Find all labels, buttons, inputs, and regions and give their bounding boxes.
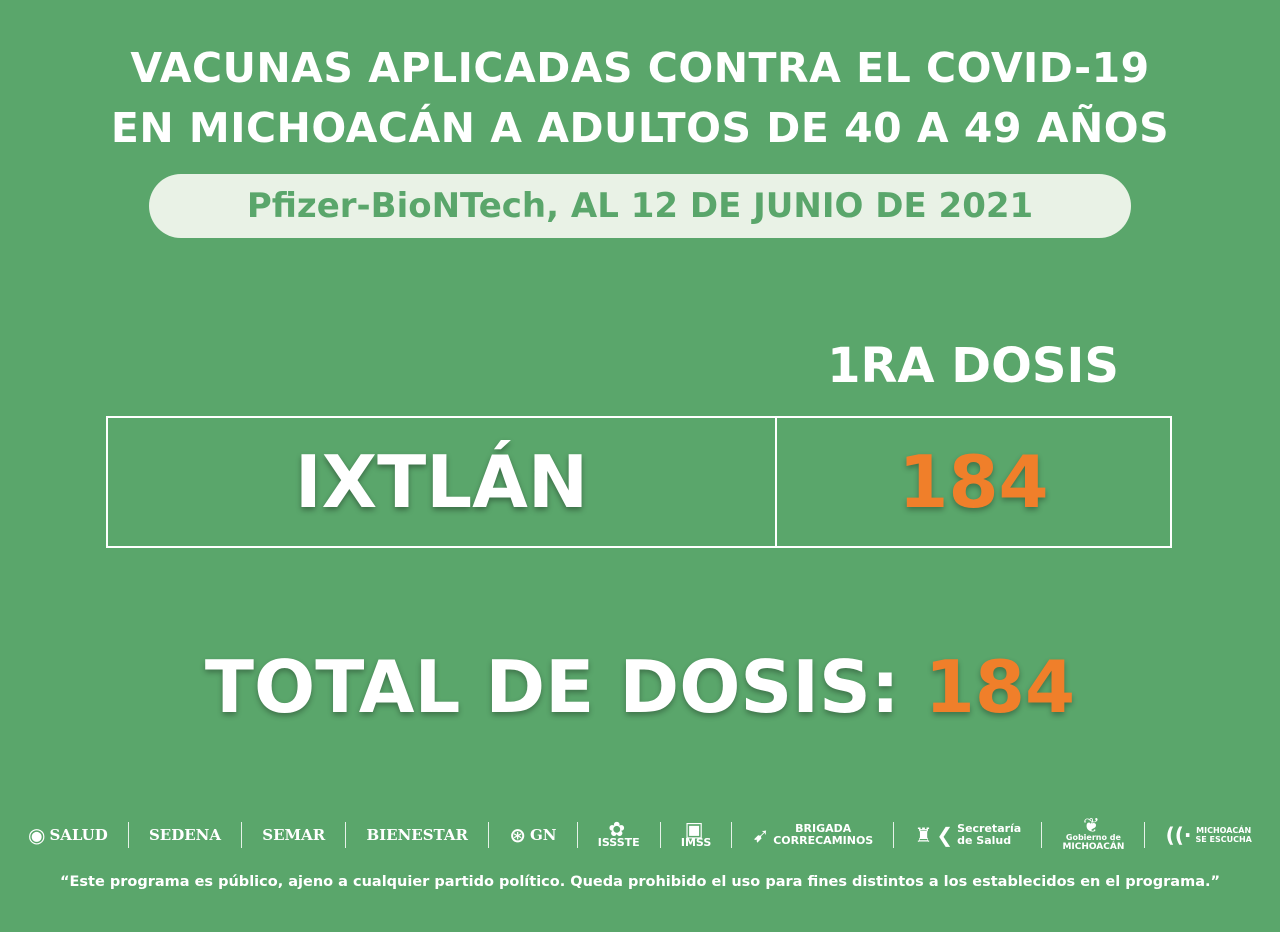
- michoacan-crest-icon: ♜: [914, 823, 933, 847]
- first-dose-column-header: 1RA DOSIS: [827, 338, 1119, 394]
- page-title: VACUNAS APLICADAS CONTRA EL COVID-19 EN …: [0, 38, 1280, 158]
- logo-divider: [345, 822, 347, 848]
- logo-divider: [1041, 822, 1043, 848]
- logo-divider: [488, 822, 490, 848]
- total-value: 184: [924, 645, 1076, 729]
- first-dose-value-cell: 184: [898, 440, 1049, 524]
- municipality-cell: IXTLÁN: [108, 418, 777, 546]
- roadrunner-icon: ➹: [752, 823, 770, 847]
- subtitle-text: Pfizer-BioNTech, AL 12 DE JUNIO DE 2021: [246, 186, 1034, 226]
- logo-bienestar: BIENESTAR: [366, 826, 469, 844]
- logo-secretaria-salud: ♜ ❮ Secretaría de Salud: [914, 822, 1022, 848]
- imss-icon: ▣: [684, 816, 704, 841]
- doses-table: IXTLÁN 184: [106, 416, 1172, 548]
- gn-seal-icon: ⊛: [509, 823, 526, 847]
- legal-disclaimer: “Este programa es público, ajeno a cualq…: [59, 874, 1221, 890]
- total-label: TOTAL DE DOSIS:: [204, 645, 900, 729]
- logo-divider: [731, 822, 733, 848]
- logo-divider: [127, 822, 129, 848]
- logo-divider: [1144, 822, 1146, 848]
- logo-divider: [576, 822, 578, 848]
- title-line-1: VACUNAS APLICADAS CONTRA EL COVID-19: [130, 44, 1150, 92]
- logo-issste: ✿ ISSSTE: [597, 816, 640, 849]
- mexico-seal-icon: ◉: [28, 823, 46, 847]
- institution-logos: ◉ SALUD SEDENA SEMAR BIENESTAR ⊛ GN ✿ IS…: [22, 812, 1258, 858]
- logo-semar: SEMAR: [262, 826, 326, 844]
- subtitle-pill: Pfizer-BioNTech, AL 12 DE JUNIO DE 2021: [149, 174, 1131, 238]
- title-line-2: EN MICHOACÁN A ADULTOS DE 40 A 49 AÑOS: [110, 104, 1170, 152]
- logo-gn: ⊛ GN: [509, 823, 557, 847]
- logo-imss: ▣ IMSS: [680, 816, 712, 849]
- logo-gobierno-michoacan: ❦ Gobierno de MICHOACÁN: [1062, 813, 1125, 852]
- logo-brigada-correcaminos: ➹ BRIGADA CORRECAMINOS: [752, 822, 874, 848]
- logo-sedena: SEDENA: [148, 826, 222, 844]
- logo-salud: ◉ SALUD: [28, 823, 108, 847]
- salud-k-icon: ❮: [936, 823, 954, 847]
- issste-icon: ✿: [608, 816, 626, 841]
- monarch-icon: ❦: [1083, 813, 1100, 837]
- logo-divider: [659, 822, 661, 848]
- logo-divider: [893, 822, 895, 848]
- logo-michoacan-se-escucha: ((· MICHOACÁN SE ESCUCHA: [1165, 823, 1252, 847]
- total-doses: TOTAL DE DOSIS: 184: [0, 645, 1280, 729]
- broadcast-icon: ((·: [1165, 823, 1192, 847]
- logo-divider: [241, 822, 243, 848]
